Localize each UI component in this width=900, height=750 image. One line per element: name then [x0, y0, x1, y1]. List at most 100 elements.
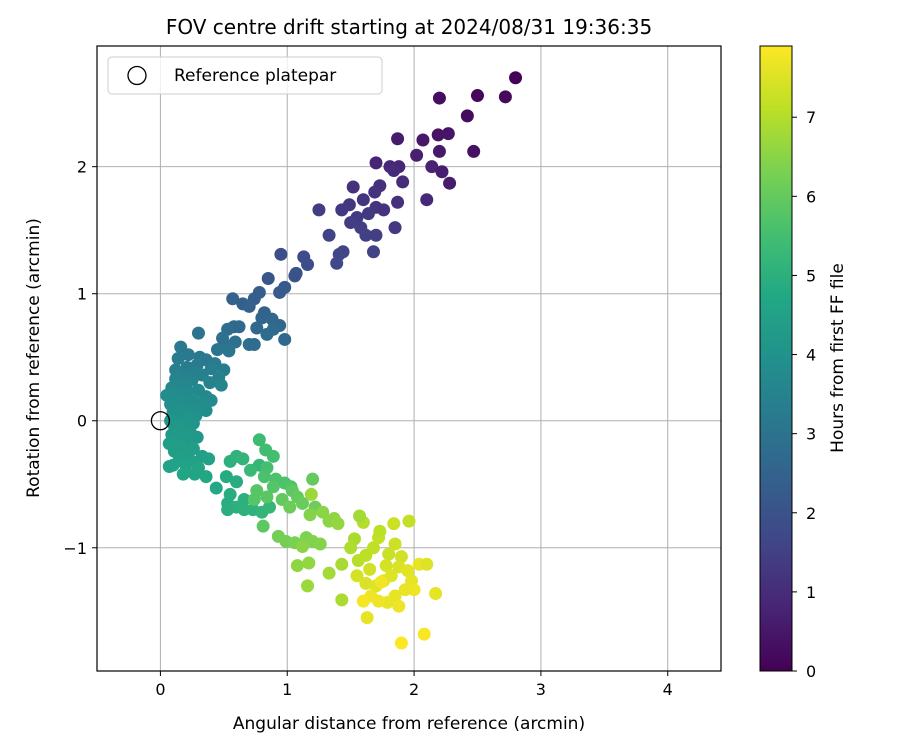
data-point	[425, 160, 439, 174]
data-point	[388, 221, 402, 235]
data-point	[219, 470, 233, 484]
data-point	[432, 144, 446, 158]
colorbar-tick-label: 4	[806, 346, 816, 365]
y-tick-label: 0	[77, 412, 87, 431]
data-point	[398, 583, 412, 597]
x-tick-label: 1	[282, 680, 292, 699]
data-point	[402, 514, 416, 528]
data-points	[160, 71, 523, 650]
reference-platepar-marker	[150, 411, 171, 431]
colorbar-tick-label: 5	[806, 266, 816, 285]
data-point	[250, 321, 264, 335]
x-axis-ticks: 0 1 2 3 4	[155, 671, 673, 699]
colorbar: 0 1 2 3 4 5 6 7 Hours from first FF file	[759, 45, 848, 681]
data-point	[368, 185, 382, 199]
data-point	[335, 593, 349, 607]
chart-title: FOV centre drift starting at 2024/08/31 …	[166, 15, 652, 39]
data-point	[353, 509, 367, 523]
data-point	[312, 203, 326, 217]
data-point	[401, 564, 415, 578]
colorbar-ticks: 0 1 2 3 4 5 6 7	[792, 108, 816, 681]
data-point	[392, 599, 406, 613]
data-point	[359, 228, 373, 242]
data-point	[295, 540, 309, 554]
data-point	[260, 490, 274, 504]
data-point	[302, 556, 316, 570]
data-point	[391, 195, 405, 209]
y-axis-ticks: −1 0 1 2	[63, 158, 97, 558]
plot-frame	[96, 45, 722, 672]
data-point	[346, 180, 360, 194]
data-point	[247, 493, 261, 507]
data-point	[377, 203, 391, 217]
data-point	[384, 569, 398, 583]
data-point	[262, 500, 276, 514]
data-point	[387, 163, 401, 177]
data-point	[188, 467, 202, 481]
colorbar-tick-label: 0	[806, 662, 816, 681]
data-point	[350, 569, 364, 583]
data-point	[429, 587, 443, 601]
data-point	[260, 327, 274, 341]
data-point	[274, 247, 288, 261]
data-point	[191, 326, 205, 340]
data-point	[242, 299, 256, 313]
data-point	[209, 481, 223, 495]
data-point	[460, 109, 474, 123]
data-point	[283, 500, 297, 514]
data-point	[255, 311, 269, 325]
data-point	[290, 559, 304, 573]
data-point	[387, 517, 401, 531]
data-point	[232, 320, 246, 334]
data-point	[330, 256, 344, 270]
data-point	[204, 393, 218, 407]
data-point	[441, 127, 455, 141]
data-point	[509, 71, 523, 85]
data-point	[361, 207, 375, 221]
legend: Reference platepar	[107, 56, 383, 95]
data-point	[278, 332, 292, 346]
data-point	[322, 566, 336, 580]
data-point	[498, 90, 512, 104]
data-point	[181, 348, 195, 362]
data-point	[369, 156, 383, 170]
data-point	[432, 91, 446, 105]
data-point	[443, 176, 457, 190]
data-point	[243, 463, 257, 477]
x-tick-label: 3	[536, 680, 546, 699]
y-axis-label: Rotation from reference (arcmin)	[24, 218, 44, 498]
y-tick-label: 2	[77, 158, 87, 177]
data-point	[322, 228, 336, 242]
colorbar-tick-label: 7	[806, 108, 816, 127]
data-point	[221, 503, 235, 517]
data-point	[261, 271, 275, 285]
data-point	[420, 193, 434, 207]
colorbar-tick-label: 6	[806, 187, 816, 206]
data-point	[344, 541, 358, 555]
data-point	[162, 459, 176, 473]
data-point	[366, 245, 380, 259]
data-point	[410, 148, 424, 162]
x-axis-label: Angular distance from reference (arcmin)	[233, 714, 585, 734]
legend-box	[107, 56, 383, 95]
colorbar-tick-label: 1	[806, 583, 816, 602]
legend-entry-reference-platepar: Reference platepar	[174, 66, 336, 86]
data-point	[226, 292, 240, 306]
data-point	[316, 505, 330, 519]
data-point	[313, 537, 327, 551]
data-point	[366, 541, 380, 555]
data-point	[373, 524, 387, 538]
data-point	[176, 467, 190, 481]
data-point	[256, 519, 270, 533]
data-point	[202, 452, 216, 466]
data-point	[416, 133, 430, 147]
data-point	[214, 378, 228, 392]
colorbar-tick-label: 2	[806, 504, 816, 523]
data-point	[331, 517, 345, 531]
data-point	[222, 344, 236, 358]
data-point	[379, 559, 393, 573]
data-point	[199, 404, 213, 418]
data-point	[289, 266, 303, 280]
data-point	[203, 376, 217, 390]
data-point	[252, 433, 266, 447]
